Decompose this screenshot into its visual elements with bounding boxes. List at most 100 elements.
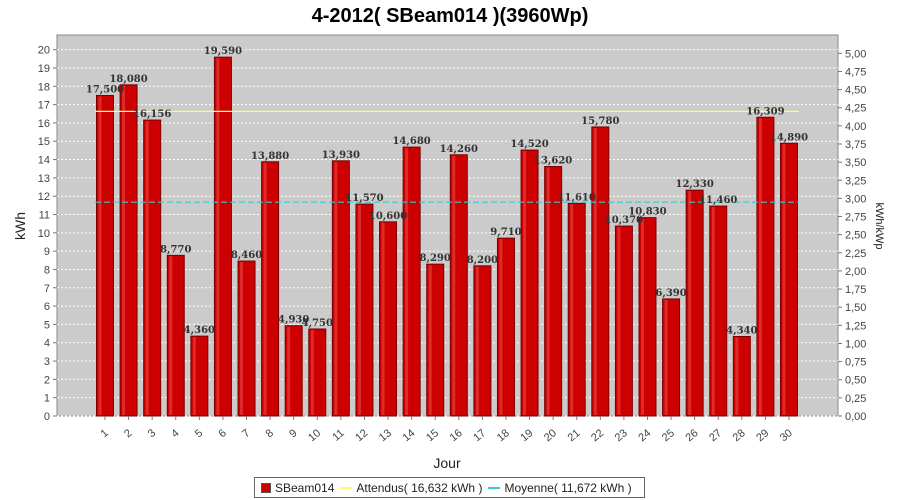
bar-highlight [475, 266, 479, 415]
bar-data-label: 18,080 [109, 74, 147, 85]
chart-title: 4-2012( SBeam014 )(3960Wp) [312, 5, 589, 27]
bar-data-label: 9,710 [490, 227, 521, 238]
legend-label-series: SBeam014 [275, 480, 335, 495]
x-tick-label: 18 [495, 427, 512, 444]
y2-axis-label: kWh/kWp [873, 202, 885, 249]
bar-highlight [122, 85, 126, 416]
x-tick-label: 17 [471, 427, 488, 444]
x-tick-label: 5 [193, 427, 205, 440]
x-tick-label: 24 [636, 427, 653, 444]
plot-area [56, 34, 839, 417]
bar-data-label: 8,290 [420, 253, 451, 264]
bar-highlight [310, 329, 314, 415]
bar-highlight [782, 144, 786, 415]
y-tick-label: 2 [44, 374, 50, 386]
bar-highlight [334, 161, 338, 415]
x-tick-label: 15 [424, 427, 441, 444]
x-axis-label: Jour [433, 455, 461, 471]
y-tick-label: 3 [44, 356, 50, 368]
bar-highlight [192, 337, 196, 415]
bar-data-label: 10,370 [605, 215, 643, 226]
y2-tick-label: 1,25 [845, 320, 866, 332]
legend-swatch-average [488, 486, 501, 489]
bar-data-label: 10,600 [369, 211, 407, 222]
y2-tick-label: 0,25 [845, 393, 866, 405]
y-tick-label: 10 [38, 228, 50, 240]
x-tick-label: 27 [707, 427, 724, 444]
x-tick-label: 9 [287, 427, 299, 440]
x-tick-label: 1 [99, 427, 111, 440]
bar-data-label: 8,770 [160, 244, 191, 255]
y2-tick-label: 2,25 [845, 248, 866, 260]
bar-data-label: 19,590 [204, 46, 242, 57]
y2-tick-label: 5,00 [845, 48, 866, 60]
x-tick-label: 6 [216, 427, 228, 440]
legend-label-average: Moyenne( 11,672 kWh ) [504, 480, 632, 495]
y2-tick-label: 2,00 [845, 266, 866, 278]
y2-tick-label: 3,50 [845, 157, 866, 169]
x-tick-label: 12 [353, 427, 370, 444]
bar-data-label: 13,620 [534, 156, 572, 167]
bar-data-label: 6,390 [655, 288, 686, 299]
x-tick-label: 21 [566, 427, 583, 444]
y-tick-label: 20 [38, 45, 50, 57]
y-tick-label: 12 [38, 191, 50, 203]
bar-data-label: 14,260 [440, 144, 478, 155]
y-tick-label: 7 [44, 283, 50, 295]
x-tick-label: 16 [448, 427, 465, 444]
bar-highlight [664, 299, 668, 415]
bar-highlight [523, 151, 527, 415]
bar-data-label: 11,460 [699, 195, 737, 206]
x-tick-label: 8 [264, 427, 276, 440]
bar-highlight [357, 205, 361, 415]
bar-highlight [263, 162, 267, 415]
x-tick-label: 14 [400, 427, 417, 444]
x-tick-label: 13 [377, 427, 394, 444]
bar-highlight [570, 204, 574, 415]
bar-data-label: 17,500 [86, 84, 124, 95]
bar-highlight [758, 118, 762, 415]
reference-lines [95, 110, 799, 203]
y-tick-label: 0 [44, 411, 50, 423]
bar-data-label: 12,330 [676, 179, 714, 190]
y2-tick-label: 4,50 [845, 85, 866, 97]
bar-data-label: 11,570 [345, 193, 383, 204]
x-tick-label: 26 [683, 427, 700, 444]
x-tick-label: 25 [660, 427, 677, 444]
x-tick-label: 7 [240, 427, 252, 440]
y2-tick-label: 1,75 [845, 284, 866, 296]
x-tick-label: 30 [778, 427, 795, 444]
bar-data-label: 11,610 [558, 192, 596, 203]
bar-data-label: 14,680 [392, 136, 430, 147]
bar-highlight [169, 256, 173, 415]
y2-tick-label: 2,75 [845, 212, 866, 224]
y2-tick-label: 4,75 [845, 66, 866, 78]
axes: 012345678910111213141516171819200,000,25… [38, 45, 867, 445]
bar-data-label: 16,156 [133, 109, 171, 120]
bar-data-label: 14,520 [510, 139, 548, 150]
bar-data-label: 4,750 [302, 318, 333, 329]
y2-tick-label: 1,00 [845, 338, 866, 350]
y2-tick-label: 0,75 [845, 357, 866, 369]
bar-highlight [216, 58, 220, 415]
y-tick-label: 13 [38, 173, 50, 185]
bars [96, 56, 798, 417]
bar-data-label: 10,830 [628, 207, 666, 218]
legend: SBeam014 Attendus( 16,632 kWh ) Moyenne(… [254, 477, 645, 498]
y-axis-label: kWh [12, 212, 28, 240]
bar-highlight [240, 262, 244, 415]
x-tick-label: 28 [731, 427, 748, 444]
y-tick-label: 5 [44, 319, 50, 331]
bar-highlight [145, 121, 149, 415]
bar-data-label: 8,460 [231, 250, 262, 261]
y2-tick-label: 3,00 [845, 193, 866, 205]
x-tick-label: 19 [518, 427, 535, 444]
y-tick-label: 14 [38, 155, 50, 167]
x-tick-label: 2 [122, 427, 134, 440]
y2-tick-label: 0,00 [845, 411, 866, 423]
x-tick-label: 10 [306, 427, 323, 444]
bar-data-label: 13,930 [322, 150, 360, 161]
y-tick-label: 17 [38, 100, 50, 112]
bar-highlight [381, 222, 385, 415]
